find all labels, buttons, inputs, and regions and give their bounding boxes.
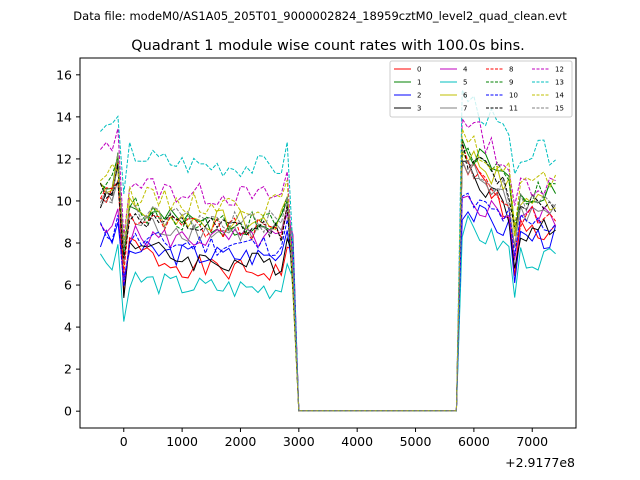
legend-label-6: 6	[463, 92, 468, 100]
x-offset-label: +2.9177e8	[505, 455, 575, 470]
y-tick-label: 10	[56, 193, 72, 208]
legend-box	[389, 60, 573, 118]
plot-area	[80, 58, 576, 428]
legend-label-14: 14	[555, 92, 564, 100]
legend-label-9: 9	[509, 79, 513, 87]
x-tick-label: 1000	[166, 434, 198, 449]
y-axis: 0 2 4 6 8 10 12 14 16	[56, 67, 80, 419]
y-tick-label: 0	[64, 404, 72, 419]
legend-label-8: 8	[509, 66, 513, 74]
legend-label-4: 4	[463, 66, 468, 74]
legend-label-13: 13	[555, 79, 564, 87]
y-tick-label: 14	[56, 109, 72, 124]
x-tick-label: 3000	[283, 434, 315, 449]
legend-label-7: 7	[463, 105, 467, 113]
y-tick-label: 4	[64, 320, 72, 335]
chart-title: Quadrant 1 module wise count rates with …	[131, 38, 525, 54]
x-tick-label: 2000	[225, 434, 257, 449]
y-tick-label: 12	[56, 151, 72, 166]
series-line-14	[100, 128, 557, 412]
y-tick-label: 8	[64, 236, 72, 251]
legend-label-3: 3	[417, 105, 421, 113]
x-tick-label: 6000	[458, 434, 490, 449]
series-layer	[99, 89, 557, 412]
data-file-supertitle: Data file: modeM0/AS1A05_205T01_90000028…	[73, 9, 567, 23]
legend-label-2: 2	[417, 92, 421, 100]
legend-label-12: 12	[555, 66, 564, 74]
legend-label-15: 15	[555, 105, 564, 113]
y-tick-label: 16	[56, 67, 72, 82]
legend-label-1: 1	[417, 79, 421, 87]
legend-label-11: 11	[509, 105, 518, 113]
x-tick-label: 5000	[400, 434, 432, 449]
x-tick-label: 0	[120, 434, 128, 449]
legend-label-10: 10	[509, 92, 518, 100]
x-tick-label: 7000	[516, 434, 548, 449]
y-tick-label: 6	[64, 278, 72, 293]
legend-label-5: 5	[463, 79, 467, 87]
x-tick-label: 4000	[341, 434, 373, 449]
x-axis: 0 1000 2000 3000 4000 5000 6000 7000	[120, 428, 548, 449]
y-tick-label: 2	[64, 362, 72, 377]
legend-label-0: 0	[417, 66, 421, 74]
